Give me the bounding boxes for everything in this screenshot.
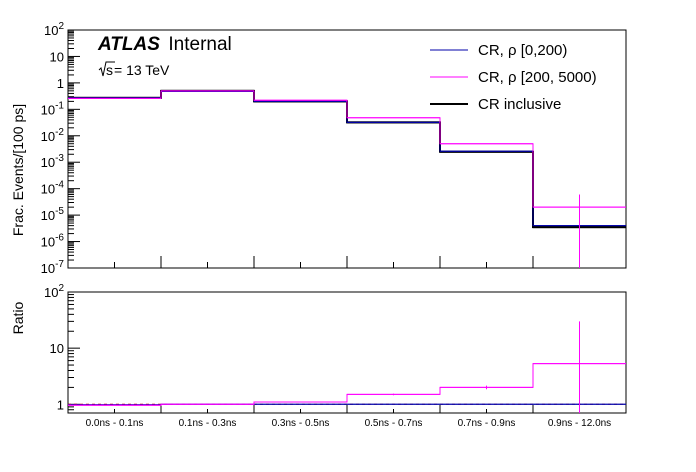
main-y-tick-exponent: -3 <box>55 153 64 164</box>
ratio-y-tick-label: 10 <box>50 341 64 356</box>
x-category-label: 0.5ns - 0.7ns <box>365 418 423 429</box>
main-x-axis-ticks <box>67 256 627 268</box>
atlas-experiment: ATLAS <box>97 34 160 55</box>
main-y-tick-base: 10 <box>41 235 55 250</box>
x-category-label: 0.0ns - 0.1ns <box>86 418 144 429</box>
x-category-label: 0.3ns - 0.5ns <box>272 418 330 429</box>
x-category-label: 0.9ns - 12.0ns <box>548 418 611 429</box>
main-y-tick-label: 10-4 <box>41 180 65 197</box>
main-y-tick-base: 10 <box>44 23 58 38</box>
legend-label-rho-low: CR, ρ [0,200) <box>478 42 567 59</box>
x-category-labels: 0.0ns - 0.1ns 0.1ns - 0.3ns 0.3ns - 0.5ns 0… <box>86 418 612 429</box>
ratio-step-line <box>68 363 626 406</box>
main-y-tick-label: 10-6 <box>41 233 65 250</box>
ratio-x-axis-ticks <box>67 405 627 413</box>
main-y-axis-label: Frac. Events/[100 ps] <box>10 104 26 236</box>
atlas-status: Internal <box>168 34 231 55</box>
main-y-tick-label: 10-2 <box>41 127 65 144</box>
main-series-group <box>68 89 626 268</box>
main-y-tick-label: 10 <box>50 49 64 64</box>
main-y-tick-exponent: -7 <box>55 259 64 270</box>
main-y-tick-base: 10 <box>50 49 64 64</box>
main-y-tick-base: 10 <box>41 129 55 144</box>
main-y-tick-exponent: -5 <box>55 206 64 217</box>
legend: CR, ρ [0,200) CR, ρ [200, 5000) CR inclu… <box>430 42 597 113</box>
ratio-y-tick-exponent: 2 <box>58 283 64 294</box>
ratio-series-1 <box>68 321 626 413</box>
atlas-label: ATLAS Internal <box>97 34 232 55</box>
main-y-tick-label: 10-1 <box>41 100 65 117</box>
main-y-tick-exponent: -4 <box>55 180 64 191</box>
main-step-line <box>68 90 626 208</box>
main-y-tick-base: 10 <box>41 208 55 223</box>
sqrt-symbol <box>98 61 115 77</box>
main-y-tick-base: 10 <box>41 182 55 197</box>
x-category-label: 0.7ns - 0.9ns <box>458 418 516 429</box>
main-y-tick-label: 1 <box>57 76 64 91</box>
ratio-y-axis-label: Ratio <box>10 301 26 334</box>
ratio-y-tick-base: 10 <box>50 341 64 356</box>
main-y-tick-label: 10-7 <box>41 259 65 276</box>
main-y-tick-exponent: -2 <box>55 127 64 138</box>
energy-sqrt-var: s <box>106 62 113 78</box>
main-y-tick-base: 1 <box>57 76 64 91</box>
legend-label-rho-high: CR, ρ [200, 5000) <box>478 69 597 86</box>
main-y-tick-base: 10 <box>41 102 55 117</box>
ratio-y-tick-label: 1 <box>57 397 64 412</box>
main-series-2 <box>68 90 626 268</box>
main-y-tick-label: 10-3 <box>41 153 65 170</box>
legend-label-inclusive: CR inclusive <box>478 96 561 113</box>
x-category-label: 0.1ns - 0.3ns <box>179 418 237 429</box>
energy-label: s = 13 TeV <box>98 61 170 78</box>
main-y-tick-label: 102 <box>44 21 64 38</box>
main-y-tick-exponent: -6 <box>55 233 64 244</box>
ratio-y-tick-label: 102 <box>44 283 64 300</box>
main-y-tick-base: 10 <box>41 155 55 170</box>
main-y-tick-exponent: -1 <box>55 100 64 111</box>
main-y-tick-label: 10-5 <box>41 206 65 223</box>
ratio-y-tick-base: 10 <box>44 285 58 300</box>
ratio-y-tick-base: 1 <box>57 397 64 412</box>
energy-value: = 13 TeV <box>114 62 170 78</box>
ratio-series-group <box>68 321 626 413</box>
main-y-tick-base: 10 <box>41 261 55 276</box>
main-y-tick-exponent: 2 <box>58 21 64 32</box>
